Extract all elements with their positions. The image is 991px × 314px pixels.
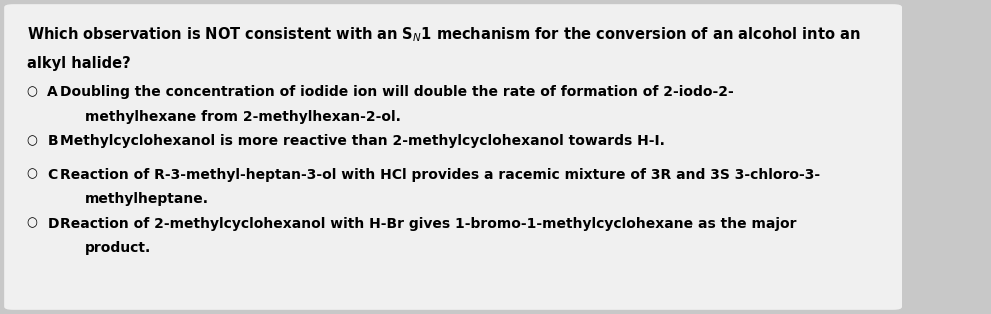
Text: Reaction of R-3-methyl-heptan-3-ol with HCl provides a racemic mixture of 3R and: Reaction of R-3-methyl-heptan-3-ol with … bbox=[59, 168, 820, 182]
Text: Methylcyclohexanol is more reactive than 2-methylcyclohexanol towards H-I.: Methylcyclohexanol is more reactive than… bbox=[59, 134, 665, 148]
Text: Doubling the concentration of iodide ion will double the rate of formation of 2-: Doubling the concentration of iodide ion… bbox=[59, 85, 733, 99]
Text: ○: ○ bbox=[27, 168, 38, 181]
Text: product.: product. bbox=[85, 241, 152, 255]
Text: methylheptane.: methylheptane. bbox=[85, 192, 209, 206]
Text: C: C bbox=[48, 168, 57, 182]
Text: D: D bbox=[48, 217, 58, 230]
Text: alkyl halide?: alkyl halide? bbox=[27, 56, 131, 71]
FancyBboxPatch shape bbox=[4, 4, 902, 310]
Text: Reaction of 2-methylcyclohexanol with H-Br gives 1-bromo-1-methylcyclohexane as : Reaction of 2-methylcyclohexanol with H-… bbox=[59, 217, 797, 230]
Text: A: A bbox=[48, 85, 58, 99]
Text: B: B bbox=[48, 134, 57, 148]
Text: ○: ○ bbox=[27, 217, 38, 230]
Text: ○: ○ bbox=[27, 85, 38, 98]
Text: methylhexane from 2-methylhexan-2-ol.: methylhexane from 2-methylhexan-2-ol. bbox=[85, 110, 400, 124]
Text: ○: ○ bbox=[27, 134, 38, 147]
Text: Which observation is NOT consistent with an S$_N$1 mechanism for the conversion : Which observation is NOT consistent with… bbox=[27, 25, 860, 44]
